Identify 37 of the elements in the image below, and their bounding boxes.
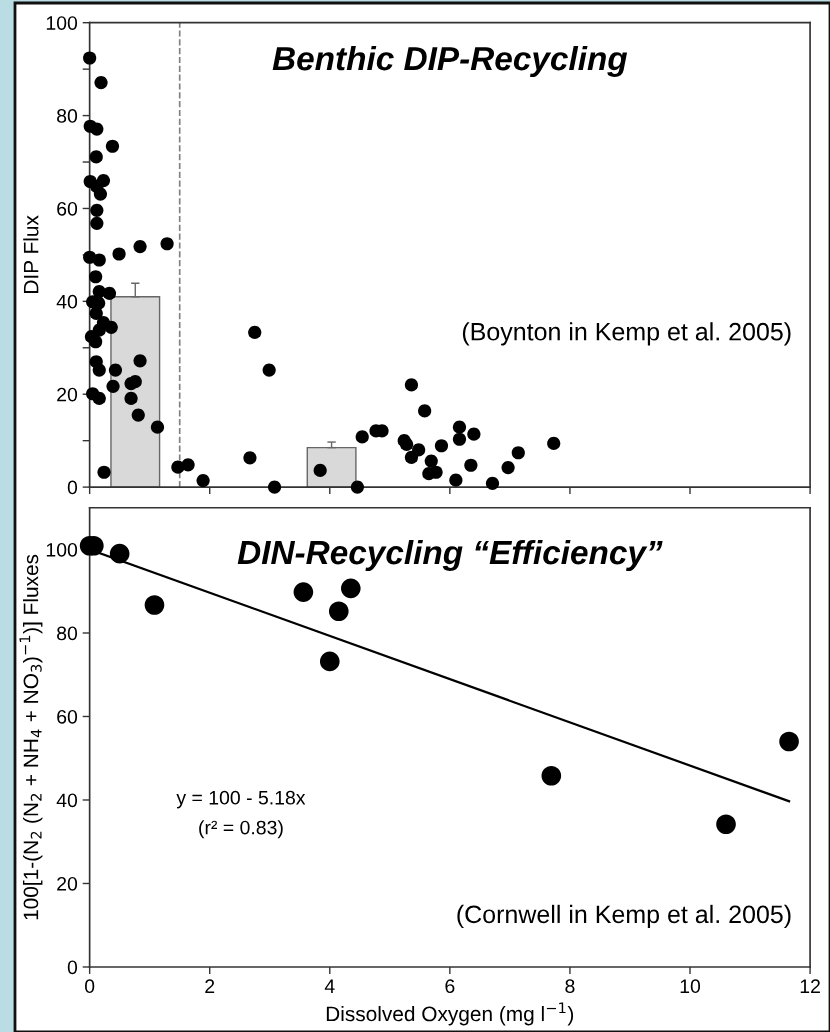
y-tick-label: 40: [56, 793, 78, 808]
text: Benthic DIP-Recycling: [272, 45, 628, 77]
y-tick-label: 100: [46, 542, 78, 557]
y-tick-label: 20: [57, 387, 78, 402]
y-tick-label: 0: [67, 480, 78, 495]
annotation: (Boynton in Kemp et al. 2005): [462, 322, 791, 346]
x-tick-label: 6: [445, 979, 455, 994]
point: [319, 651, 340, 672]
annotation: (Cornwell in Kemp et al. 2005): [457, 904, 791, 929]
text: 100[1-(N$_{2}$ (N$_{2}$ + NH$_{4}$ + NO$_{3}$)$^{−1}$)] Fluxes: [19, 554, 43, 920]
point: [779, 731, 799, 752]
point: [541, 765, 562, 786]
point: [716, 814, 736, 835]
point: [340, 578, 361, 599]
y-tick-label: 0: [67, 960, 78, 975]
y-tick-label: 20: [57, 876, 78, 891]
point: [144, 595, 165, 615]
point: [109, 543, 130, 564]
x-tick-label: 12: [800, 979, 820, 993]
y-tick-label: 60: [57, 201, 78, 216]
x-tick-label: 0: [84, 979, 95, 994]
text: DIN-Recycling “Efficiency”: [237, 539, 663, 571]
y-tick-label: 80: [57, 626, 78, 641]
annotation: (r² = 0.83): [199, 820, 283, 839]
x-tick-label: 8: [565, 979, 575, 994]
y-tick-label: 100: [46, 16, 78, 30]
y-tick-label: 40: [56, 294, 78, 309]
x-tick-label: 10: [680, 979, 701, 994]
y-tick-label: 60: [57, 709, 78, 724]
point: [293, 582, 314, 602]
point: [328, 601, 349, 622]
x-tick-label: 2: [205, 979, 215, 993]
annotation: y = 100 - 5.18x: [176, 790, 306, 809]
y-axis-title: DIP Flux: [23, 215, 39, 293]
x-axis-title: Dissolved Oxygen (mg l$^{−1}$): [326, 1002, 574, 1026]
x-tick-label: 4: [324, 979, 335, 993]
y-tick-label: 80: [57, 109, 78, 123]
